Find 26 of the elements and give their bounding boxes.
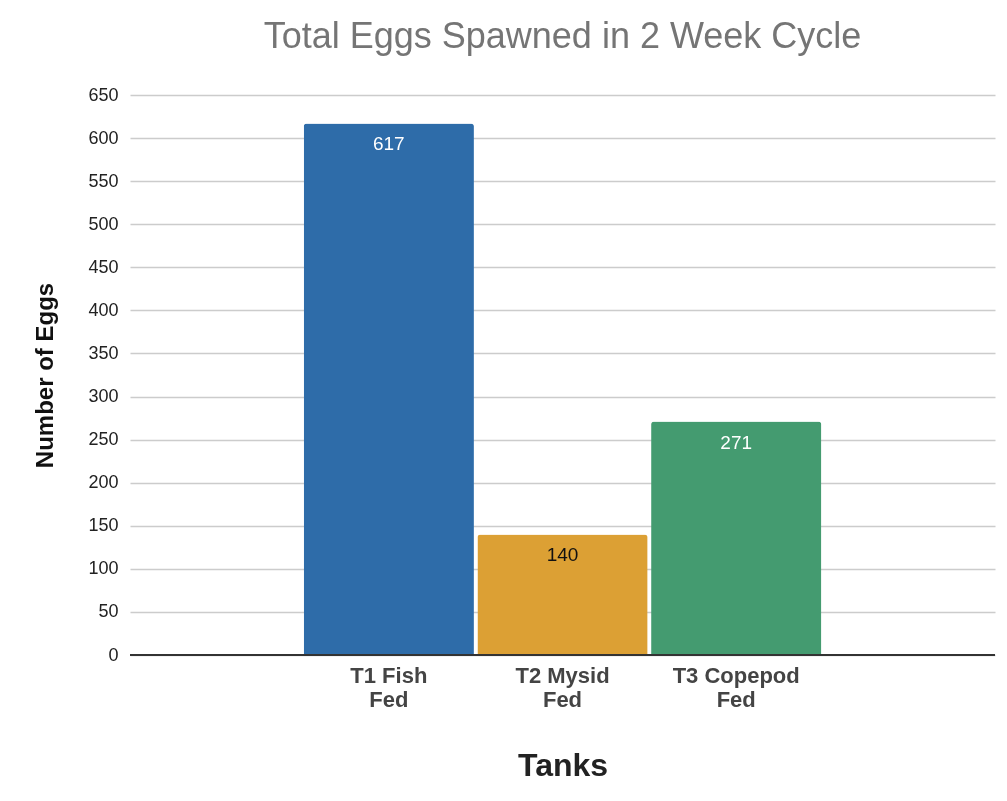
y-tick-label: 650 bbox=[88, 84, 119, 105]
y-tick-label: 50 bbox=[98, 601, 119, 622]
data-label: 271 bbox=[720, 431, 753, 453]
y-tick-label: 250 bbox=[88, 429, 119, 450]
bar bbox=[477, 534, 648, 655]
y-tick-label: 100 bbox=[88, 558, 119, 579]
y-tick-label: 200 bbox=[88, 472, 119, 493]
x-tick-label: T2 Mysid Fed bbox=[515, 662, 610, 712]
x-tick-label: T3 Copepod Fed bbox=[672, 662, 800, 712]
y-tick-label: 450 bbox=[88, 256, 119, 277]
y-axis-title: Number of Eggs bbox=[31, 282, 59, 469]
y-tick-label: 300 bbox=[88, 386, 119, 407]
y-tick-label: 400 bbox=[88, 299, 119, 320]
data-label: 617 bbox=[372, 133, 405, 155]
bar bbox=[651, 421, 822, 655]
data-label: 140 bbox=[546, 544, 579, 566]
y-tick-label: 550 bbox=[88, 170, 119, 191]
chart-title: Total Eggs Spawned in 2 Week Cycle bbox=[263, 15, 862, 56]
x-axis-title: Tanks bbox=[517, 746, 609, 783]
y-tick-label: 150 bbox=[88, 515, 119, 536]
bar bbox=[303, 123, 474, 655]
y-tick-label: 500 bbox=[88, 213, 119, 234]
y-tick-label: 350 bbox=[88, 342, 119, 363]
y-tick-label: 600 bbox=[88, 127, 119, 148]
y-tick-label: 0 bbox=[108, 644, 119, 665]
x-tick-label: T1 Fish Fed bbox=[350, 662, 428, 712]
